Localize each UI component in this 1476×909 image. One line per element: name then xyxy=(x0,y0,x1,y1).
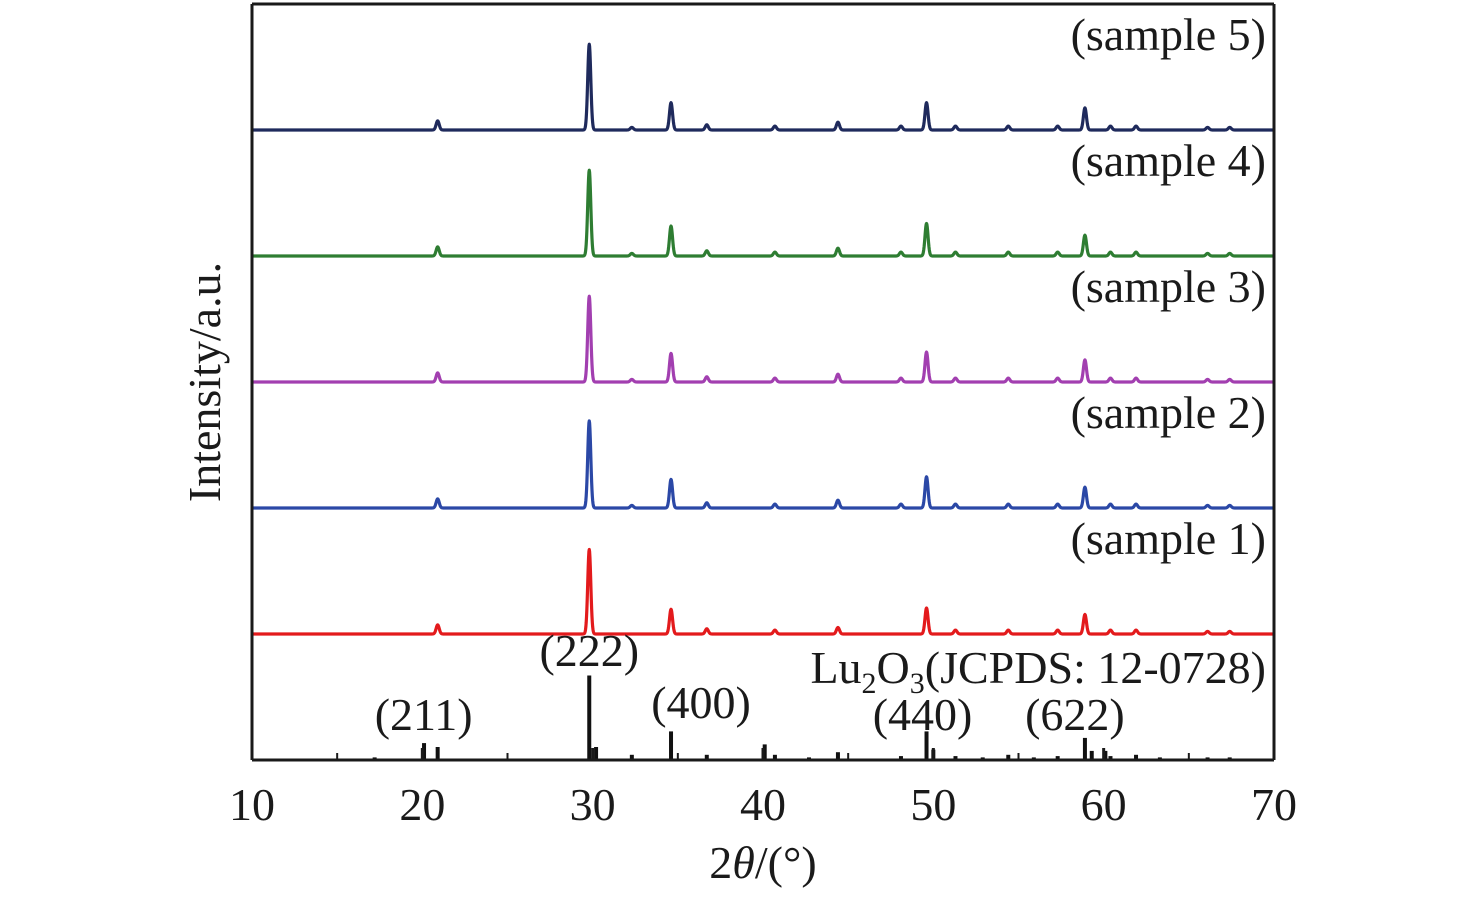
x-axis-title-part: /(°) xyxy=(755,837,817,888)
series-line xyxy=(250,547,1276,636)
trace-group xyxy=(250,42,1276,636)
ref-label-part: O xyxy=(877,642,910,693)
peak-annotation: (222) xyxy=(539,625,639,676)
series-label: (sample 2) xyxy=(1071,387,1266,438)
series-label: (sample 5) xyxy=(1071,9,1266,60)
ref-label-part: (JCPDS: 12-0728) xyxy=(925,642,1266,693)
ref-label-part: Lu xyxy=(810,642,861,693)
series-label: (sample 1) xyxy=(1071,513,1266,564)
x-tick-label: 40 xyxy=(740,779,786,830)
series-labels: (sample 1) (sample 2) (sample 3) (sample 4)… xyxy=(1071,9,1266,564)
peak-annotation: (400) xyxy=(651,677,751,728)
reference-label: Lu2O3(JCPDS: 12-0728) xyxy=(810,642,1266,700)
x-axis-title-part: 2 xyxy=(709,837,732,888)
x-tick-label: 50 xyxy=(910,779,956,830)
series-line xyxy=(250,419,1276,510)
x-tick-label: 20 xyxy=(399,779,445,830)
x-tick-label: 70 xyxy=(1251,779,1297,830)
peak-annotation: (211) xyxy=(375,689,473,740)
series-label: (sample 3) xyxy=(1071,261,1266,312)
peak-annotation: (622) xyxy=(1025,689,1125,740)
x-tick-label: 60 xyxy=(1081,779,1127,830)
peak-annotations: (211) (222)(400) (440) (622) xyxy=(375,625,1125,740)
peak-annotation: (440) xyxy=(873,689,973,740)
series-label: (sample 4) xyxy=(1071,135,1266,186)
series-line xyxy=(250,168,1276,258)
axes: 10 20 30 40 50 60 70 xyxy=(229,2,1297,830)
x-tick-label: 30 xyxy=(570,779,616,830)
series-line xyxy=(250,294,1276,384)
series-line xyxy=(250,42,1276,132)
ref-label-subscript: 3 xyxy=(910,667,925,700)
ref-label-subscript: 2 xyxy=(862,667,877,700)
x-axis-title: 2θ/(°) xyxy=(709,837,816,888)
x-axis-title-theta: θ xyxy=(732,837,755,888)
y-axis-title: Intensity/a.u. xyxy=(179,262,230,502)
x-tick-label: 10 xyxy=(229,779,275,830)
